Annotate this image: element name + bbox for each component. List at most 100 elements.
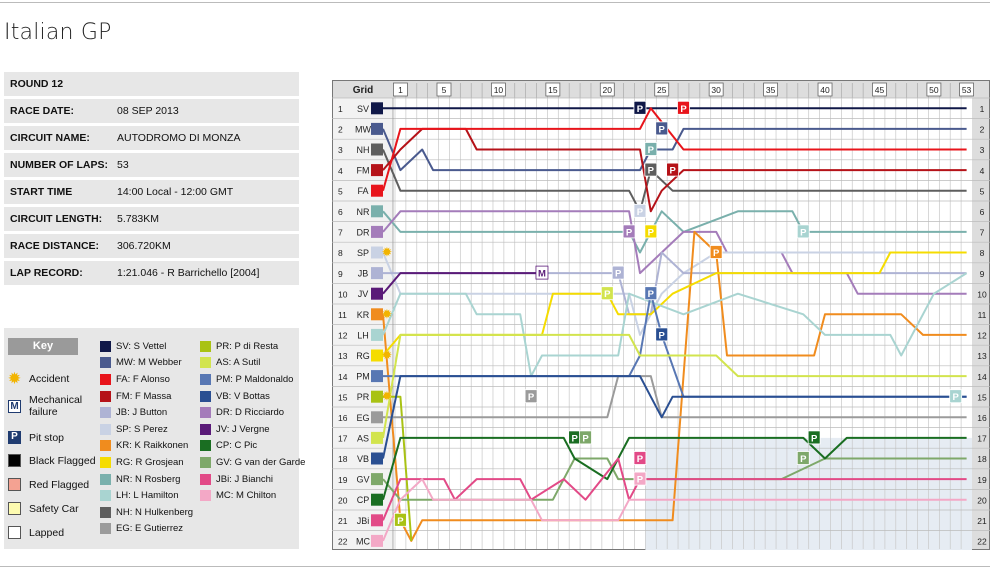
- key-driver-label: SV: S Vettel: [116, 340, 167, 352]
- position-label-right: 6: [980, 207, 985, 217]
- grid-driver-label: SP: [357, 248, 369, 258]
- pit-stop-marker: P: [524, 389, 538, 403]
- driver-color-swatch: [100, 490, 111, 502]
- position-label-left: 17: [338, 434, 348, 444]
- key-symbol-label: Pit stop: [29, 431, 65, 444]
- position-label-right: 10: [977, 289, 987, 299]
- grid-driver-label: EG: [356, 413, 369, 423]
- position-label-left: 13: [338, 351, 348, 361]
- grid-driver-label: MC: [356, 536, 370, 546]
- driver-color-swatch: [100, 423, 111, 435]
- event-box: [807, 430, 821, 445]
- accident-marker: ✹: [382, 245, 393, 260]
- grid-driver-swatch: [371, 122, 383, 135]
- pit-stop-marker: P: [611, 265, 625, 280]
- position-label-right: 7: [980, 228, 985, 238]
- grid-driver-swatch: [371, 473, 383, 486]
- lap-tick-label: 50: [929, 85, 939, 95]
- key-driver-label: PR: P di Resta: [216, 340, 279, 352]
- lap-tick-box: [817, 82, 833, 97]
- driver-color-swatch: [200, 440, 211, 452]
- info-row: NUMBER OF LAPS: 53: [4, 153, 299, 177]
- lap-tick-box: [654, 82, 670, 97]
- grid-driver-label: CP: [357, 495, 370, 505]
- grid-driver-label: VB: [357, 454, 369, 464]
- grid-driver-swatch: [371, 143, 383, 156]
- driver-color-swatch: [200, 390, 211, 402]
- event-box: [394, 512, 407, 527]
- pit-stop-marker: P: [579, 430, 592, 445]
- position-label-left: 7: [338, 228, 343, 238]
- info-row: START TIME 14:00 Local - 12:00 GMT: [4, 180, 299, 204]
- event-glyph: P: [800, 454, 807, 465]
- position-label-right: 17: [977, 434, 987, 444]
- info-label: ROUND 12: [10, 78, 64, 90]
- grid-driver-label: KR: [357, 310, 370, 320]
- key-driver-lh: LH: L Hamilton: [100, 487, 193, 504]
- key-symbol-0: ✹ Accident: [8, 370, 70, 386]
- lap-tick-box: [545, 82, 561, 97]
- pit-stop-marker: P: [622, 224, 636, 239]
- key-driver-sv: SV: S Vettel: [100, 338, 193, 355]
- pit-stop-marker: P: [709, 245, 723, 259]
- event-glyph: P: [952, 392, 959, 403]
- position-label-right: 8: [980, 248, 985, 258]
- key-driver-fa: FA: F Alonso: [100, 371, 193, 388]
- event-box: [796, 224, 810, 239]
- key-driver-label: JB: J Button: [116, 407, 168, 419]
- series-line-jv: [382, 272, 542, 295]
- key-driver-label: JBi: J Bianchi: [216, 473, 274, 485]
- driver-color-swatch: [100, 390, 111, 402]
- key-driver-gv: GV: G van der Garde: [200, 454, 305, 471]
- grid-driver-swatch: [371, 349, 383, 362]
- lap-tick-label: 20: [603, 85, 613, 95]
- position-label-right: 1: [980, 104, 985, 114]
- driver-color-swatch: [100, 456, 111, 468]
- position-label-right: 14: [977, 372, 987, 382]
- event-box: [644, 224, 658, 239]
- info-value: AUTODROMO DI MONZA: [117, 132, 241, 144]
- key-symbol-4: Red Flagged: [8, 478, 89, 491]
- accident-marker: ✹: [382, 389, 393, 404]
- position-label-right: 16: [977, 413, 987, 423]
- event-box: [611, 265, 625, 280]
- info-value: 5.783KM: [117, 213, 160, 225]
- driver-color-swatch: [200, 373, 211, 385]
- grid-driver-label: NR: [357, 207, 370, 217]
- position-label-left: 1: [338, 104, 343, 114]
- position-label-left: 18: [338, 454, 348, 464]
- key-symbol-label: Mechanical failure: [29, 394, 83, 418]
- driver-color-swatch: [100, 373, 111, 385]
- key-driver-nr: NR: N Rosberg: [100, 471, 193, 488]
- event-box: [579, 430, 592, 445]
- grid-driver-swatch: [371, 452, 383, 465]
- driver-color-swatch: [200, 473, 211, 485]
- info-value: 1:21.046 - R Barrichello [2004]: [117, 267, 260, 279]
- lap-tick-box: [491, 82, 506, 97]
- position-label-right: 11: [978, 310, 987, 320]
- event-box: [677, 100, 690, 115]
- key-driver-dr: DR: D Ricciardo: [200, 404, 305, 421]
- accident-icon: ✹: [8, 370, 21, 386]
- event-box: [709, 245, 723, 259]
- driver-color-swatch: [200, 456, 211, 468]
- event-glyph: P: [648, 145, 655, 156]
- top-rule: [0, 2, 990, 3]
- key-driver-fm: FM: F Massa: [100, 388, 193, 405]
- grid-driver-swatch: [371, 431, 383, 444]
- event-box: [633, 100, 647, 115]
- key-driver-label: GV: G van der Garde: [216, 456, 306, 468]
- series-line-lh: [382, 272, 968, 378]
- position-label-right: 2: [980, 125, 985, 135]
- event-glyph: P: [571, 433, 578, 444]
- grid-driver-swatch: [371, 370, 383, 383]
- event-glyph: P: [637, 454, 644, 465]
- lap-tick-label: 1: [398, 85, 403, 95]
- key-driver-mw: MW: M Webber: [100, 355, 193, 372]
- key-driver-eg: EG: E Gutierrez: [100, 521, 193, 538]
- event-box: [622, 224, 636, 239]
- key-driver-label: SP: S Perez: [116, 423, 168, 435]
- pit-stop-marker: P: [796, 224, 810, 239]
- grid-driver-swatch: [371, 390, 383, 403]
- pit-stop-marker: P: [644, 224, 658, 239]
